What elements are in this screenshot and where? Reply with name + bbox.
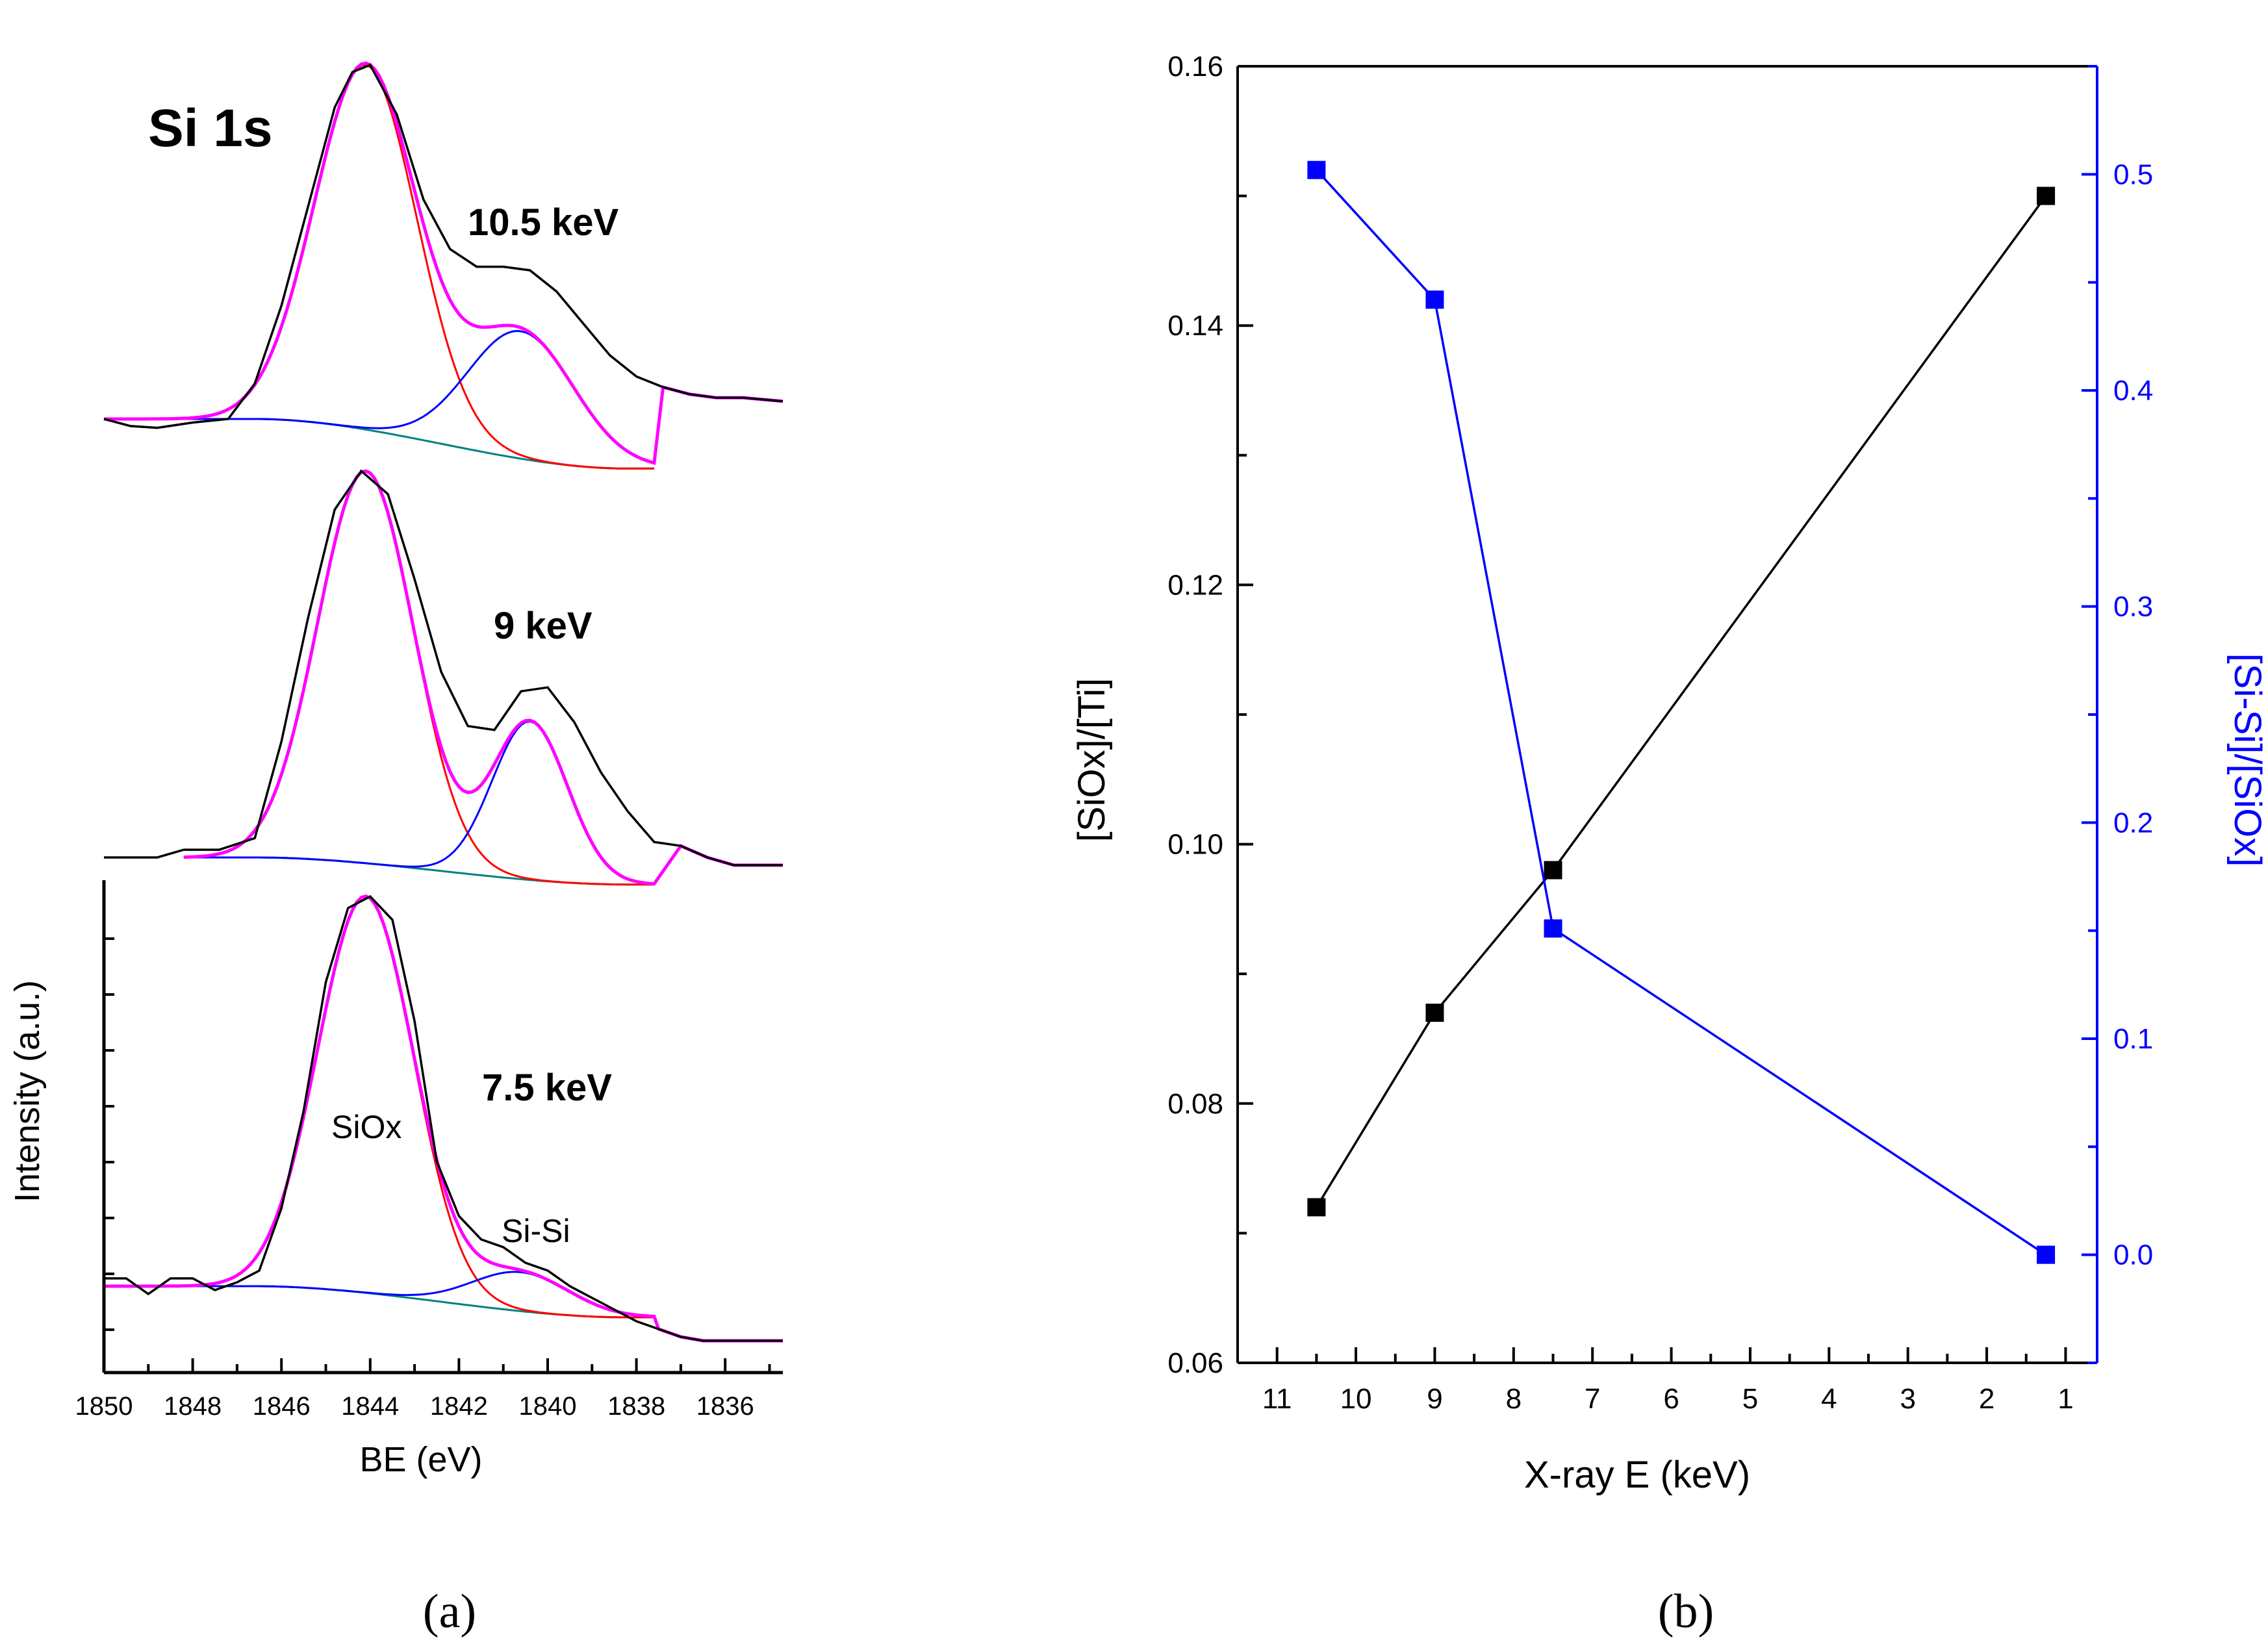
data-point: [2037, 1245, 2056, 1264]
measured-data: [103, 63, 784, 429]
x-tick-label: 11: [1262, 1383, 1292, 1415]
x-tick-label: 1844: [341, 1392, 399, 1421]
y2-tick-label: 0.1: [2113, 1023, 2153, 1055]
data-point: [1307, 1198, 1326, 1217]
x-tick-label: 6: [1663, 1383, 1679, 1415]
y-tick-label: 0.10: [1167, 829, 1223, 861]
x-tick-label: 1848: [164, 1392, 222, 1421]
y2-tick-label: 0.5: [2113, 158, 2153, 190]
panel-b-series: [1307, 160, 2056, 1264]
y2-tick-label: 0.4: [2113, 375, 2153, 407]
annotation-si-si: Si-Si: [502, 1213, 570, 1249]
x-tick-label: 1850: [75, 1392, 133, 1421]
y-tick-label: 0.08: [1167, 1088, 1223, 1120]
data-point: [1307, 160, 1326, 179]
spectrum-label-10-5-kev: 10.5 keV: [468, 201, 619, 244]
x-tick-label: 1836: [696, 1392, 754, 1421]
data-point: [1544, 919, 1562, 938]
data-point: [1425, 1004, 1444, 1022]
spectrum-10-5-kev: [103, 61, 784, 470]
series-siox-ti: [1307, 186, 2056, 1217]
panel-b-axes: 0.06 0.08 0.10 0.12 0.14 0.16 0.0 0.1 0.2 0.3 0.4 0…: [1167, 51, 2153, 1415]
y-tick-label: 0.06: [1167, 1347, 1223, 1379]
series-line: [1315, 195, 2047, 1208]
background-curve: [183, 856, 654, 886]
spectrum-7-5-kev: [104, 894, 783, 1343]
x-tick-label: 1842: [430, 1392, 488, 1421]
x-axis-label-be: BE (eV): [359, 1440, 482, 1479]
y2-tick-label: 0.0: [2113, 1239, 2153, 1271]
x-axis-label-xray-energy: X-ray E (keV): [1524, 1454, 1750, 1496]
caption-b: (b): [1658, 1585, 1714, 1638]
annotation-siox: SiOx: [331, 1109, 401, 1145]
spectra-curves: [103, 61, 784, 1343]
y2-axis-label-sisi-siox: [Si-Si]/[SiOx]: [2226, 653, 2268, 867]
data-point: [1425, 290, 1444, 309]
x-tick-label: 4: [1821, 1383, 1837, 1415]
y-tick-label: 0.12: [1167, 569, 1223, 601]
panel-a-title: Si 1s: [148, 99, 272, 158]
background-curve: [104, 418, 654, 470]
spectrum-label-7-5-kev: 7.5 keV: [482, 1067, 612, 1109]
y-axis-label-intensity: Intensity (a.u.): [8, 980, 47, 1202]
y-axis-label-siox-ti: [SiOx]/[Ti]: [1071, 678, 1113, 842]
spectrum-9-kev: [104, 469, 783, 886]
x-tick-label: 2: [1979, 1383, 1994, 1415]
x-tick-label: 8: [1506, 1383, 1522, 1415]
y-tick-label: 0.14: [1167, 310, 1223, 342]
x-tick-label: 1: [2058, 1383, 2073, 1415]
sisi-component: [183, 720, 655, 885]
y2-tick-label: 0.2: [2113, 807, 2153, 839]
data-point: [1544, 861, 1562, 880]
data-point: [2037, 186, 2056, 205]
caption-a: (a): [423, 1585, 476, 1638]
sisi-component: [104, 329, 655, 464]
panel-a-xps-spectra: 1850 1848 1846 1844 1842 1840 1838 1836 Si 1s 1…: [8, 61, 784, 1638]
x-tick-label: 3: [1900, 1383, 1915, 1415]
series-sisi-siox: [1307, 160, 2056, 1264]
x-tick-label: 1846: [253, 1392, 311, 1421]
x-tick-label: 9: [1427, 1383, 1442, 1415]
envelope-fit: [104, 894, 783, 1343]
x-tick-label: 10: [1340, 1383, 1372, 1415]
measured-data: [104, 469, 783, 867]
panel-b-ratio-plot: 0.06 0.08 0.10 0.12 0.14 0.16 0.0 0.1 0.2 0.3 0.4 0…: [1071, 51, 2268, 1638]
x-tick-label: 1840: [519, 1392, 577, 1421]
y2-tick-label: 0.3: [2113, 591, 2153, 623]
x-tick-label: 7: [1585, 1383, 1600, 1415]
panel-a-axes: 1850 1848 1846 1844 1842 1840 1838 1836: [75, 880, 783, 1421]
y-tick-label: 0.16: [1167, 51, 1223, 82]
series-line: [1316, 169, 2047, 1256]
envelope-fit: [183, 469, 783, 886]
x-tick-label: 5: [1742, 1383, 1758, 1415]
measured-data: [104, 894, 783, 1342]
spectrum-label-9-kev: 9 keV: [494, 605, 592, 647]
x-tick-label: 1838: [607, 1392, 665, 1421]
